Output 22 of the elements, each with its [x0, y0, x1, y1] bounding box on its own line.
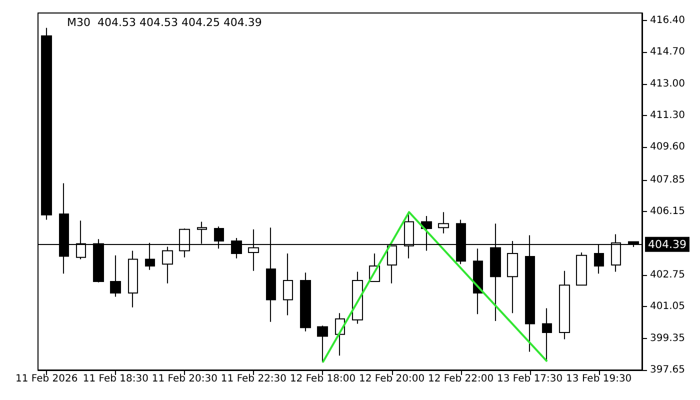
- y-tick-label: 401.05: [650, 301, 685, 312]
- y-tick-label: 399.35: [650, 332, 685, 344]
- y-tick-label: 416.40: [650, 14, 685, 26]
- x-tick-label: 12 Feb 18:00: [290, 374, 356, 384]
- y-tick-label: 402.75: [650, 269, 685, 280]
- x-tick-label: 11 Feb 20:30: [152, 374, 218, 384]
- y-tick-label: 406.15: [650, 206, 685, 218]
- y-tick-label: 411.30: [650, 110, 685, 122]
- x-tick-label: 12 Feb 22:00: [428, 374, 494, 384]
- x-tick-label: 12 Feb 20:00: [358, 374, 425, 384]
- ref-line-label: 404.39: [648, 238, 686, 251]
- x-tick-label: 11 Feb 2026: [16, 374, 78, 384]
- y-tick-label: 407.85: [650, 174, 685, 186]
- x-tick-label: 11 Feb 18:30: [82, 374, 148, 384]
- chart-title: M30 404.53 404.53 404.25 404.39: [67, 16, 262, 29]
- x-tick-label: 11 Feb 22:30: [220, 374, 287, 384]
- x-tick-label: 13 Feb 19:30: [566, 374, 632, 384]
- y-tick-label: 414.70: [650, 46, 685, 58]
- y-tick-label: 409.60: [650, 142, 685, 153]
- y-tick-label: 397.65: [650, 364, 685, 376]
- y-tick-label: 413.00: [650, 78, 685, 90]
- x-tick-label: 13 Feb 17:30: [497, 374, 563, 384]
